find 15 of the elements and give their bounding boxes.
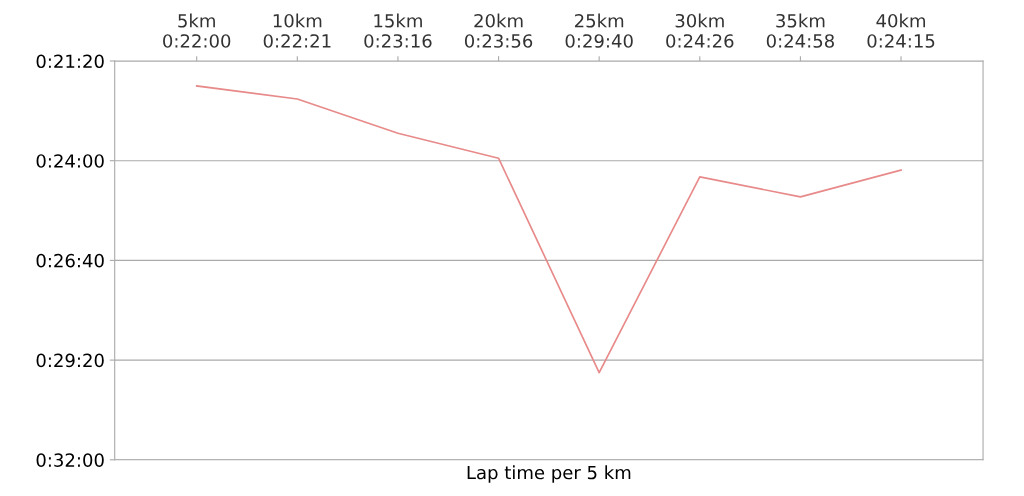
x-axis-title: Lap time per 5 km [467,465,631,483]
x-tick-label: 5km 0:22:00 [163,13,231,48]
x-tick-label: 35km 0:24:58 [766,13,834,48]
x-tick-label: 15km 0:23:16 [364,13,432,48]
y-tick-label: 0:32:00 [36,453,104,467]
y-tick-label: 0:29:20 [36,353,104,368]
x-tick-label: 25km 0:29:40 [565,13,633,48]
y-tick-label: 0:21:20 [36,54,104,69]
line-series [195,85,902,374]
x-tick-label: 30km 0:24:26 [666,13,734,48]
x-tick-label: 40km 0:24:15 [867,13,935,48]
y-tick-label: 0:24:00 [36,154,104,168]
y-tick-label: 0:26:40 [36,253,104,268]
x-tick-label: 10km 0:22:21 [263,13,331,48]
x-tick-label: 20km 0:23:56 [464,13,533,48]
